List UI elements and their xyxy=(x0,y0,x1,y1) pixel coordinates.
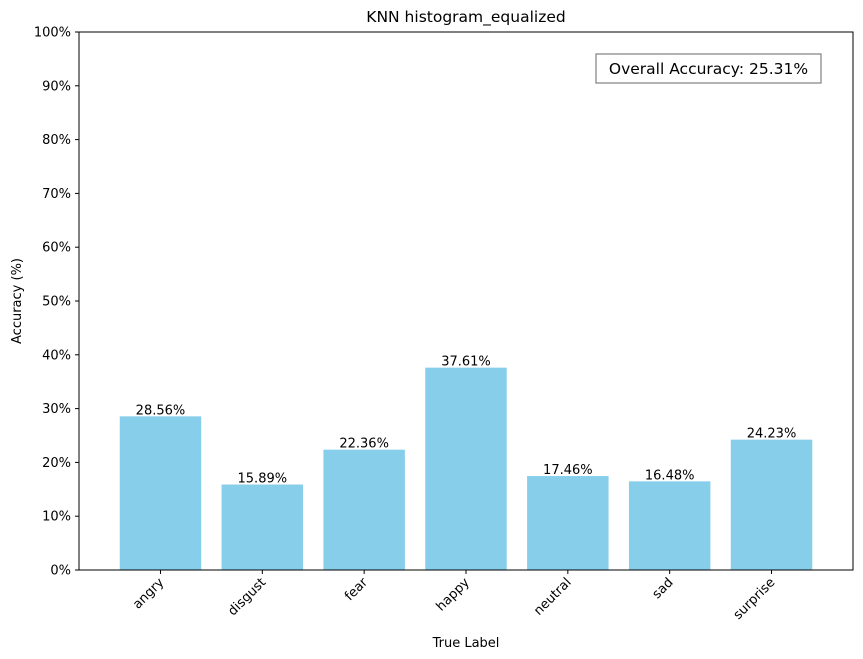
bar-labels-layer: 28.56% 15.89% 22.36% 37.61% 17.46% 16.48% 24.2… xyxy=(136,355,797,487)
y-tick-label-40: 40% xyxy=(42,348,71,363)
bar-neutral xyxy=(527,476,609,570)
bars-layer xyxy=(119,367,813,570)
y-tick-label-100: 100% xyxy=(34,26,71,41)
bar-value-label-fear: 22.36% xyxy=(339,437,389,452)
y-tick-label-20: 20% xyxy=(42,456,71,471)
annotation-text: Overall Accuracy: 25.31% xyxy=(609,60,808,78)
chart-title: KNN histogram_equalized xyxy=(366,8,565,27)
y-tick-label-0: 0% xyxy=(50,564,71,579)
bar-disgust xyxy=(221,484,304,570)
bar-value-label-sad: 16.48% xyxy=(645,468,695,483)
bar-value-label-neutral: 17.46% xyxy=(543,463,593,478)
y-tick-label-60: 60% xyxy=(42,241,71,256)
x-axis-title: True Label xyxy=(432,636,500,651)
y-tick-label-80: 80% xyxy=(42,133,71,148)
y-tick-label-30: 30% xyxy=(42,402,71,417)
y-axis-title: Accuracy (%) xyxy=(10,258,25,344)
bar-happy xyxy=(425,367,507,570)
bar-fear xyxy=(323,449,405,570)
annotation-box-frame xyxy=(595,53,822,84)
y-tick-label-90: 90% xyxy=(42,79,71,94)
bar-angry xyxy=(119,416,202,570)
bar-value-label-disgust: 15.89% xyxy=(238,472,288,487)
y-axis: 0% 10% 20% 30% 40% 50% 60% 70% 80% 90% 100% xyxy=(34,26,79,579)
bar-value-label-surprise: 24.23% xyxy=(747,427,797,442)
y-tick-label-70: 70% xyxy=(42,187,71,202)
bar-value-label-angry: 28.56% xyxy=(136,403,186,418)
overall-accuracy-annotation: Overall Accuracy: 25.31% xyxy=(595,53,822,84)
y-tick-label-50: 50% xyxy=(42,295,71,310)
y-tick-label-10: 10% xyxy=(42,510,71,525)
bar-surprise xyxy=(730,439,813,570)
bar-sad xyxy=(628,481,711,570)
bar-value-label-happy: 37.61% xyxy=(441,355,491,370)
